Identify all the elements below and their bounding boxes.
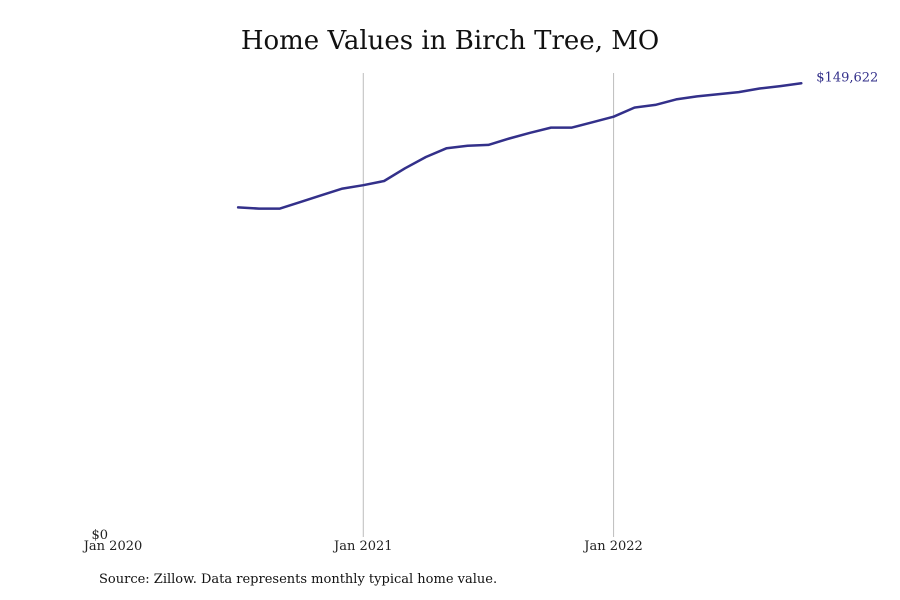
chart-title: Home Values in Birch Tree, MO bbox=[240, 26, 660, 56]
x-tick-label: Jan 2022 bbox=[582, 539, 643, 554]
y-tick-label: $0 bbox=[91, 528, 108, 543]
source-note: Source: Zillow. Data represents monthly … bbox=[99, 572, 498, 587]
series-line bbox=[236, 82, 803, 210]
tick-labels: Jan 2020 Jan 2021 Jan 2022 $0 bbox=[82, 528, 643, 554]
end-value-label: $149,622 bbox=[816, 70, 878, 85]
gridlines bbox=[362, 73, 615, 537]
series-layer: $149,622 bbox=[236, 70, 878, 210]
x-tick-label: Jan 2020 bbox=[82, 539, 143, 554]
x-tick-label: Jan 2021 bbox=[332, 539, 393, 554]
